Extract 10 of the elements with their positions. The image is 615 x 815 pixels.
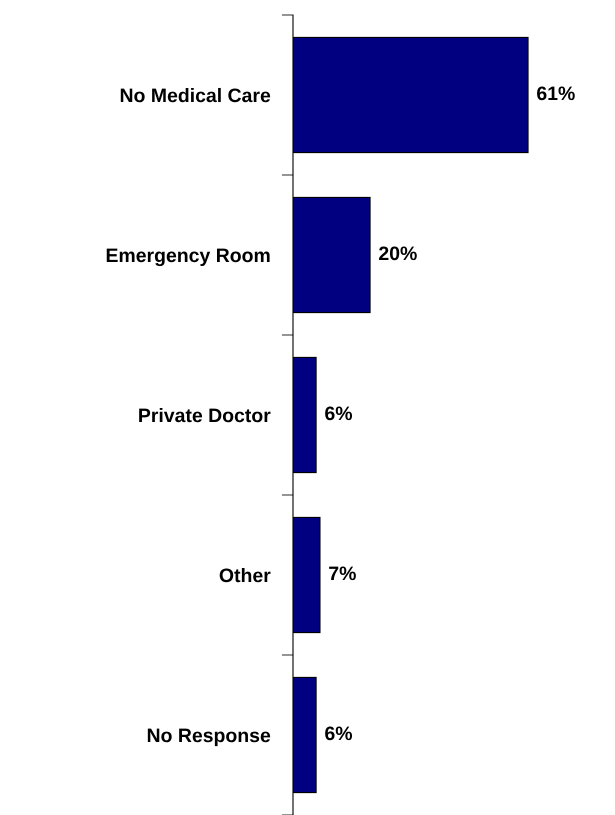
y-tick-label: Emergency Room: [106, 248, 270, 266]
data-label: 20%: [379, 246, 417, 260]
y-tick-label: No Medical Care: [120, 88, 270, 102]
y-tick-label: No Response: [148, 728, 270, 746]
data-label: 6%: [325, 406, 352, 420]
y-tick-label: Other: [220, 568, 270, 582]
data-label: 61%: [537, 86, 575, 100]
y-tick-label: Private Doctor: [139, 408, 270, 422]
data-label: 6%: [325, 726, 352, 740]
data-label: 7%: [329, 566, 356, 580]
